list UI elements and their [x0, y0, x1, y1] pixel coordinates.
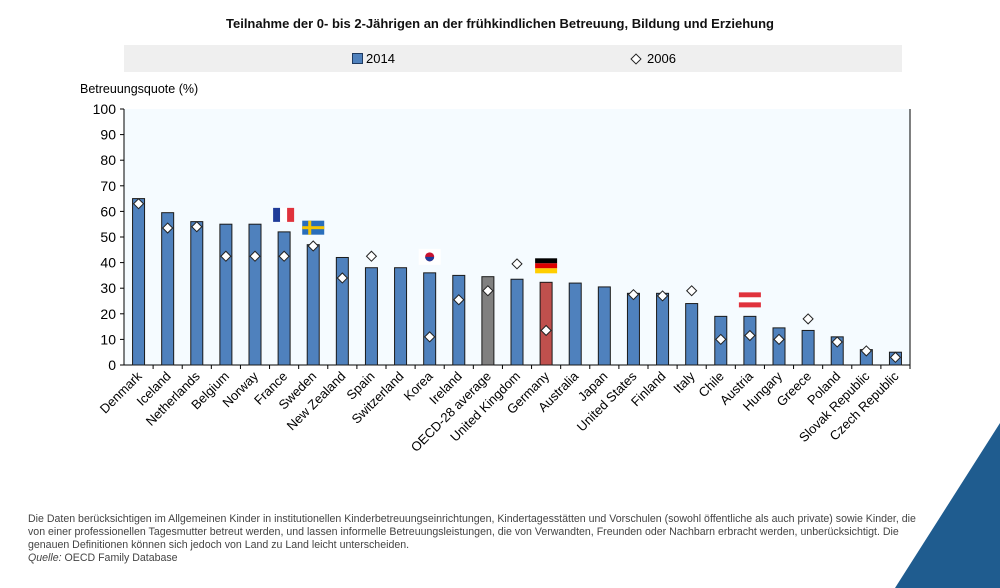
y-tick-label: 10 [100, 331, 116, 347]
marker-2006 [627, 288, 640, 301]
austria-flag-icon [738, 302, 761, 308]
bar-ireland [452, 274, 466, 366]
source-text: OECD Family Database [64, 552, 178, 564]
bar-united-kingdom [510, 278, 524, 366]
marker-2006 [656, 290, 669, 302]
marker-2006 [482, 285, 494, 297]
footnote-text: Die Daten berücksichtigen im Allgemeinen… [28, 513, 916, 551]
y-tick-label: 50 [100, 229, 116, 245]
marker-2006 [511, 258, 523, 270]
marker-2006 [162, 222, 174, 234]
y-tick-label: 100 [93, 101, 117, 117]
legend-item-2006: 2006 [630, 51, 676, 66]
bar-united-states [626, 292, 640, 366]
y-axis-label: Betreuungsquote (%) [80, 82, 199, 96]
marker-2006 [336, 272, 348, 284]
korea-flag-icon [425, 256, 435, 262]
bar-france [277, 231, 291, 366]
y-tick-label: 90 [100, 127, 116, 143]
marker-2006 [249, 250, 261, 262]
bar-korea [423, 272, 437, 366]
bar-finland [656, 292, 670, 366]
bar-japan [597, 286, 611, 366]
bar-italy [685, 303, 699, 366]
austria-flag-icon [738, 292, 761, 298]
marker-2006 [831, 336, 843, 348]
source-label: Quelle: [28, 552, 62, 564]
germany-flag-icon [535, 258, 558, 264]
bar-new-zealand [335, 256, 349, 366]
marker-2006 [540, 324, 552, 337]
france-flag-icon [280, 207, 288, 222]
bar-spain [364, 267, 378, 366]
marker-2006 [453, 294, 465, 306]
bar-iceland [161, 212, 175, 366]
y-tick-label: 30 [100, 280, 116, 296]
marker-2006 [307, 240, 319, 252]
bar-germany [539, 281, 553, 366]
marker-2006 [365, 250, 378, 262]
bar-australia [568, 282, 582, 366]
france-flag-icon [273, 207, 281, 222]
marker-2006 [715, 333, 727, 346]
marker-2006 [191, 221, 203, 233]
chart-title: Teilnahme der 0- bis 2-Jährigen an der f… [226, 16, 774, 31]
bar-switzerland [394, 267, 408, 366]
marker-2006 [773, 333, 785, 346]
y-tick-label: 40 [100, 255, 116, 271]
bar-swatch-icon [352, 53, 363, 64]
marker-2006 [424, 331, 436, 343]
marker-2006 [220, 250, 232, 262]
legend: 2014 2006 [124, 45, 902, 72]
germany-flag-icon [535, 268, 558, 274]
marker-2006 [686, 285, 698, 297]
legend-item-2014: 2014 [352, 51, 395, 66]
marker-2006 [278, 250, 290, 262]
y-tick-label: 20 [100, 306, 116, 322]
bar-norway [248, 223, 262, 366]
y-tick-label: 70 [100, 178, 116, 194]
decorative-triangle [895, 423, 1000, 588]
footnote: Die Daten berücksichtigen im Allgemeinen… [28, 513, 928, 565]
bar-belgium [219, 223, 233, 366]
marker-2006 [889, 351, 902, 363]
sweden-flag-icon [302, 226, 325, 230]
chart-area: 0102030405060708090100DenmarkIcelandNeth… [93, 101, 911, 455]
x-tick-label: Italy [670, 368, 698, 396]
y-tick-label: 60 [100, 203, 116, 219]
bar-sweden [306, 244, 320, 366]
y-tick-label: 0 [108, 357, 116, 373]
bar-denmark [132, 198, 146, 366]
y-tick-label: 80 [100, 152, 116, 168]
marker-2006 [860, 345, 872, 357]
legend-label: 2006 [647, 51, 676, 66]
marker-2006 [132, 198, 145, 210]
bar-greece [801, 329, 815, 366]
germany-flag-icon [535, 263, 558, 269]
france-flag-icon [287, 207, 295, 222]
marker-2006 [802, 313, 814, 325]
x-tick-label: Denmark [97, 368, 145, 416]
bar-hungary [772, 327, 786, 366]
marker-2006 [744, 329, 756, 342]
bar-oecd-28-average [481, 276, 495, 366]
legend-label: 2014 [366, 51, 395, 66]
austria-flag-icon [738, 297, 761, 303]
bar-netherlands [190, 221, 204, 366]
